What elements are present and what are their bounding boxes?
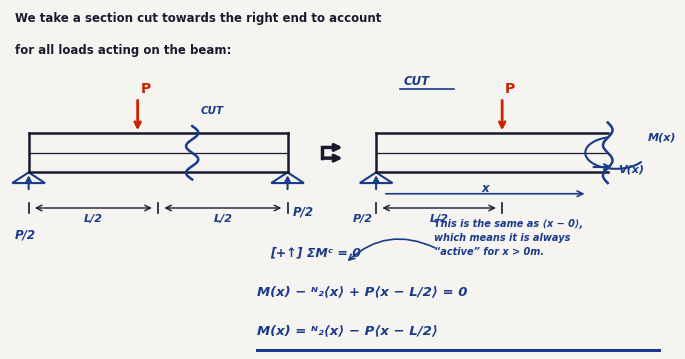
Text: M(x) − ᴺ₂⟨x⟩ + P⟨x − L/2⟩ = 0: M(x) − ᴺ₂⟨x⟩ + P⟨x − L/2⟩ = 0 — [257, 285, 467, 298]
Text: x: x — [482, 182, 489, 195]
Text: M(x): M(x) — [647, 132, 676, 142]
Text: P/2: P/2 — [15, 228, 36, 241]
Text: P/2: P/2 — [293, 205, 314, 218]
Text: [+↑] ΣMᶜ = 0: [+↑] ΣMᶜ = 0 — [271, 246, 362, 259]
Text: L/2: L/2 — [429, 214, 449, 224]
Text: M(x) = ᴺ₂⟨x⟩ − P⟨x − L/2⟩: M(x) = ᴺ₂⟨x⟩ − P⟨x − L/2⟩ — [257, 325, 438, 337]
Text: V(x): V(x) — [618, 164, 644, 174]
Text: for all loads acting on the beam:: for all loads acting on the beam: — [15, 44, 232, 57]
Text: P/2: P/2 — [353, 214, 373, 224]
Text: This is the same as ⟨x − 0⟩,
which means it is always
“active” for x > 0m.: This is the same as ⟨x − 0⟩, which means… — [434, 219, 583, 257]
Text: We take a section cut towards the right end to account: We take a section cut towards the right … — [15, 12, 382, 25]
Text: CUT: CUT — [201, 106, 224, 116]
Text: L/2: L/2 — [84, 214, 103, 224]
Text: P: P — [505, 82, 515, 96]
Text: L/2: L/2 — [213, 214, 232, 224]
Text: P: P — [140, 82, 151, 96]
Text: CUT: CUT — [403, 75, 429, 88]
